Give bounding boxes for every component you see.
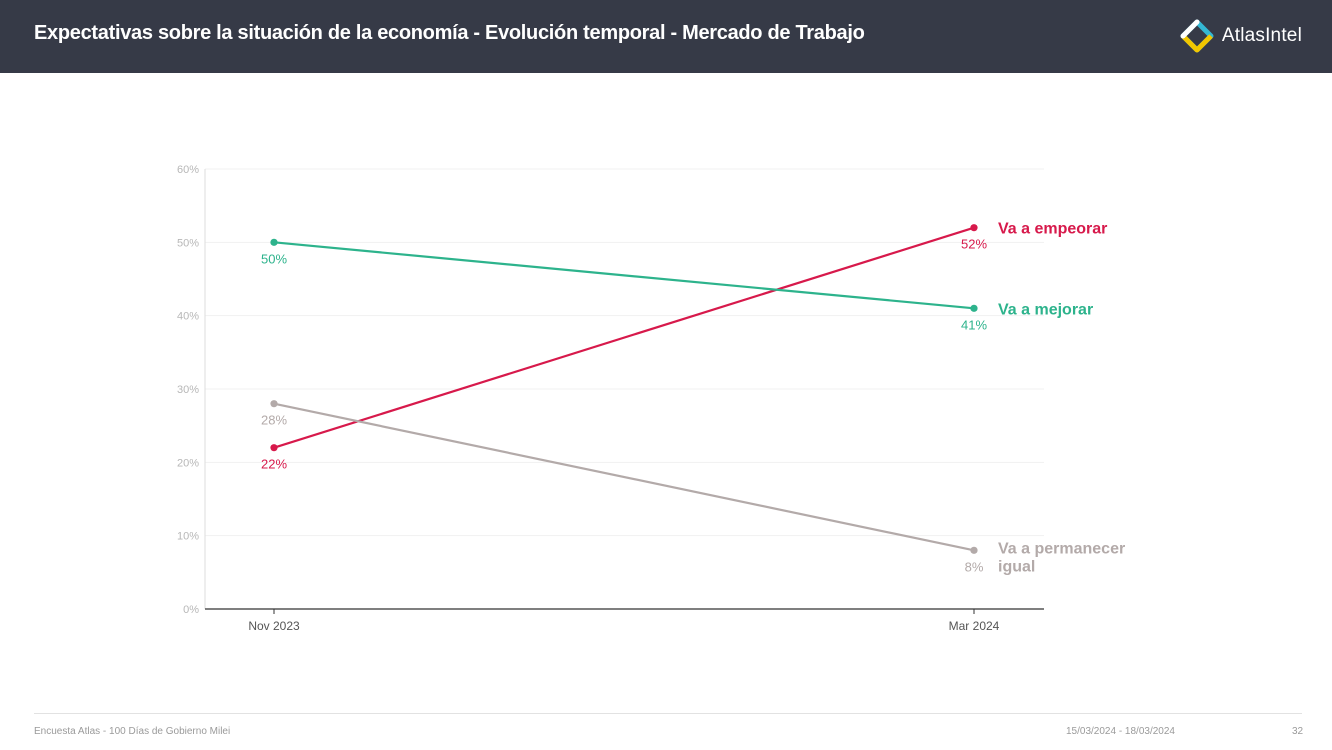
data-point	[970, 224, 978, 232]
footer-source: Encuesta Atlas - 100 Días de Gobierno Mi…	[34, 726, 231, 737]
atlasintel-logo-icon	[1180, 19, 1214, 53]
data-label: 8%	[965, 559, 984, 574]
legend-label: Va a empeorar	[998, 221, 1107, 238]
legend-label: igual	[998, 558, 1035, 575]
series-va-a-empeorar: 22% 52% Va a empeorar	[261, 221, 1107, 472]
data-label: 22%	[261, 457, 287, 472]
page-title: Expectativas sobre la situación de la ec…	[34, 22, 865, 44]
x-tick-label: Mar 2024	[949, 619, 1000, 633]
x-tick-label: Nov 2023	[248, 619, 300, 633]
footer-divider	[34, 713, 1302, 714]
y-tick-label: 50%	[177, 237, 199, 249]
series-line	[273, 226, 975, 449]
y-tick-label: 40%	[177, 311, 199, 323]
data-label: 28%	[261, 413, 287, 428]
page-number: 32	[1292, 726, 1304, 737]
line-chart: 0% 10% 20% 30% 40% 50% 60% Nov 2023 Mar 2024 22% 5…	[177, 164, 1125, 633]
data-point	[270, 400, 278, 408]
y-tick-label: 60%	[177, 164, 199, 176]
series-va-a-mejorar: 50% 41% Va a mejorar	[261, 238, 1093, 332]
y-tick-label: 10%	[177, 531, 199, 543]
header-bar: Expectativas sobre la situación de la ec…	[0, 0, 1332, 73]
brand-name: AtlasIntel	[1221, 25, 1302, 46]
brand: AtlasIntel	[1180, 18, 1302, 54]
y-tick-label: 0%	[183, 604, 199, 616]
y-tick-label: 30%	[177, 384, 199, 396]
data-point	[270, 444, 278, 452]
series-line	[273, 402, 975, 552]
footer-dates: 15/03/2024 - 18/03/2024	[1066, 726, 1175, 737]
data-point	[970, 304, 978, 312]
data-label: 50%	[261, 251, 287, 266]
data-point	[270, 238, 278, 246]
legend-label: Va a mejorar	[998, 301, 1093, 318]
data-label: 52%	[961, 237, 987, 252]
data-label: 41%	[961, 317, 987, 332]
data-point	[970, 546, 978, 554]
series-line	[273, 241, 975, 310]
y-tick-label: 20%	[177, 457, 199, 469]
legend-label: Va a permanecer	[998, 540, 1125, 557]
